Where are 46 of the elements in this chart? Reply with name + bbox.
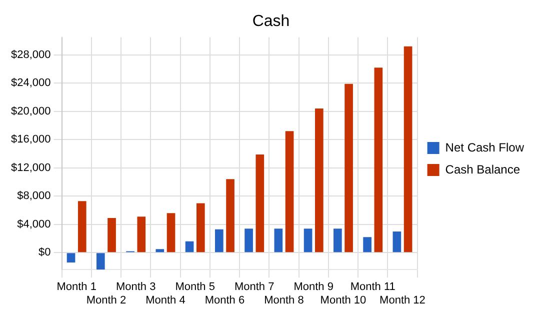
- bar: [392, 231, 402, 252]
- bar: [108, 218, 116, 252]
- bar: [137, 216, 146, 252]
- bar: [285, 131, 294, 252]
- bar: [363, 237, 372, 252]
- bar: [66, 253, 76, 263]
- y-tick-label: $16,000: [10, 134, 51, 146]
- bar: [274, 228, 283, 252]
- x-tick-label: Month 4: [146, 294, 186, 306]
- y-tick-label: $0: [38, 246, 51, 259]
- y-tick-label: $4,000: [17, 218, 51, 230]
- legend-label: Cash Balance: [445, 162, 520, 176]
- x-tick-label: Month 10: [320, 294, 366, 306]
- bar: [314, 108, 324, 252]
- x-tick-label: Month 8: [264, 294, 304, 306]
- x-tick-label: Month 12: [380, 294, 426, 306]
- y-tick-label: $24,000: [10, 77, 51, 90]
- bar: [156, 249, 164, 252]
- bar: [96, 253, 105, 270]
- y-tick-label: $8,000: [17, 190, 51, 202]
- y-tick-label: $20,000: [10, 105, 51, 118]
- x-tick-label: Month 2: [86, 294, 126, 306]
- bar: [374, 68, 383, 252]
- x-tick-label: Month 9: [294, 281, 334, 294]
- bar: [226, 179, 234, 252]
- bar: [244, 228, 253, 252]
- y-tick-label: $12,000: [10, 162, 51, 174]
- bar: [166, 213, 176, 252]
- x-tick-label: Month 11: [350, 281, 396, 294]
- legend-label: Net Cash Flow: [445, 140, 524, 154]
- bar: [334, 228, 342, 252]
- x-tick-label: Month 7: [234, 281, 274, 294]
- bar: [196, 203, 205, 252]
- bar: [78, 201, 86, 252]
- y-tick-label: $28,000: [10, 48, 51, 61]
- bar: [185, 241, 194, 252]
- bar: [215, 229, 224, 252]
- bar: [304, 228, 312, 252]
- x-tick-label: Month 1: [56, 281, 96, 294]
- bar: [256, 154, 264, 252]
- bar: [404, 46, 412, 252]
- x-tick-label: Month 6: [204, 294, 245, 306]
- x-tick-label: Month 5: [175, 281, 215, 294]
- chart-title: Cash: [252, 13, 290, 30]
- x-tick-label: Month 3: [116, 281, 156, 294]
- bar: [344, 84, 353, 252]
